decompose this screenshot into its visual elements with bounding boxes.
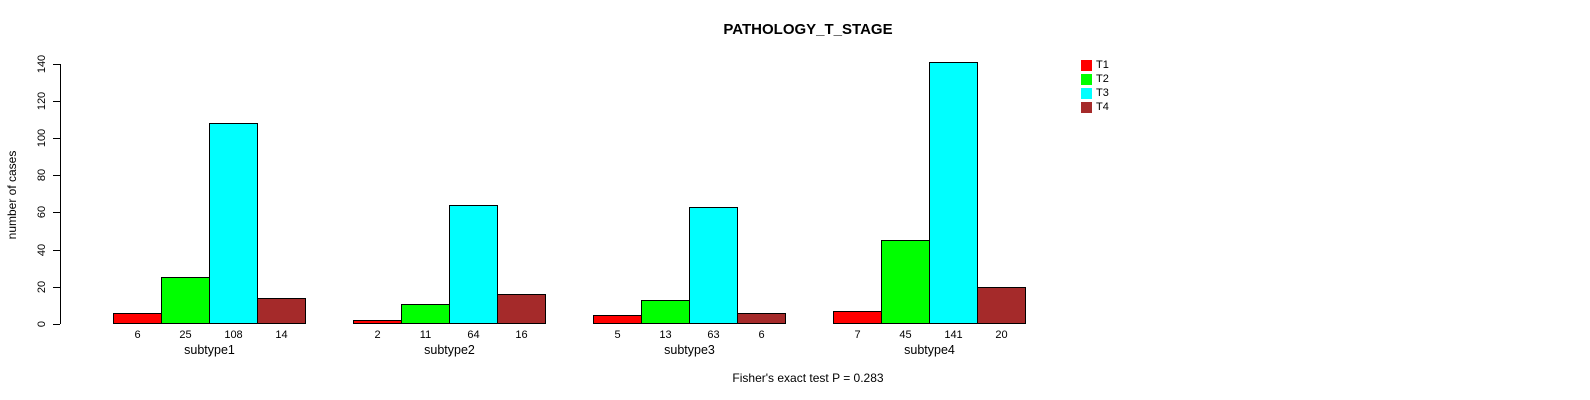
y-tick-mark (53, 287, 60, 288)
category-label: subtype3 (664, 343, 715, 357)
bar-subtype4-T3 (929, 62, 978, 324)
category-label: subtype1 (184, 343, 235, 357)
y-tick-mark (53, 250, 60, 251)
bar-value-label: 5 (614, 329, 621, 341)
y-tick-label: 0 (36, 320, 48, 328)
bar-value-label: 16 (515, 329, 528, 341)
y-axis-label: number of cases (5, 150, 19, 240)
y-tick-label: 80 (36, 168, 48, 182)
y-tick-mark (53, 101, 60, 102)
y-tick-label: 20 (36, 280, 48, 294)
y-tick-mark (53, 324, 60, 325)
bar-subtype4-T4 (977, 287, 1026, 324)
legend-swatch-T1 (1081, 60, 1092, 71)
bar-value-label: 63 (707, 329, 720, 341)
bar-value-label: 6 (758, 329, 765, 341)
category-label: subtype2 (424, 343, 475, 357)
bar-subtype2-T1 (353, 320, 402, 324)
legend-swatch-T4 (1081, 102, 1092, 113)
category-label: subtype4 (904, 343, 955, 357)
legend-swatch-T2 (1081, 74, 1092, 85)
bar-subtype2-T2 (401, 304, 450, 324)
legend-label-T4: T4 (1096, 101, 1109, 113)
bar-subtype1-T1 (113, 313, 162, 324)
y-tick-label: 120 (36, 91, 48, 111)
bar-value-label: 64 (467, 329, 480, 341)
fisher-test-annotation: Fisher's exact test P = 0.283 (732, 371, 884, 385)
y-tick-mark (53, 138, 60, 139)
bar-value-label: 13 (659, 329, 672, 341)
chart-title: PATHOLOGY_T_STAGE (723, 21, 893, 38)
bar-subtype3-T3 (689, 207, 738, 324)
bar-value-label: 108 (224, 329, 243, 341)
y-axis-line (60, 64, 61, 324)
bar-value-label: 11 (419, 329, 432, 341)
legend-label-T1: T1 (1096, 59, 1109, 71)
bar-value-label: 6 (134, 329, 141, 341)
bar-value-label: 7 (854, 329, 861, 341)
y-tick-label: 60 (36, 205, 48, 219)
bar-subtype1-T3 (209, 123, 258, 324)
bar-subtype4-T1 (833, 311, 882, 324)
y-tick-label: 100 (36, 128, 48, 148)
y-tick-label: 140 (36, 54, 48, 74)
legend-swatch-T3 (1081, 88, 1092, 99)
y-tick-label: 40 (36, 243, 48, 257)
y-tick-mark (53, 64, 60, 65)
bar-subtype2-T4 (497, 294, 546, 324)
bar-value-label: 45 (899, 329, 912, 341)
bar-subtype1-T4 (257, 298, 306, 324)
bar-value-label: 20 (995, 329, 1008, 341)
bar-subtype2-T3 (449, 205, 498, 324)
bar-subtype4-T2 (881, 240, 930, 324)
bar-subtype3-T2 (641, 300, 690, 324)
bar-value-label: 14 (275, 329, 288, 341)
bar-subtype3-T1 (593, 315, 642, 324)
bar-value-label: 25 (179, 329, 192, 341)
legend-label-T2: T2 (1096, 73, 1109, 85)
bar-subtype1-T2 (161, 277, 210, 324)
legend-label-T3: T3 (1096, 87, 1109, 99)
y-tick-mark (53, 175, 60, 176)
bar-subtype3-T4 (737, 313, 786, 324)
bar-value-label: 2 (374, 329, 381, 341)
bar-value-label: 141 (944, 329, 963, 341)
y-tick-mark (53, 212, 60, 213)
